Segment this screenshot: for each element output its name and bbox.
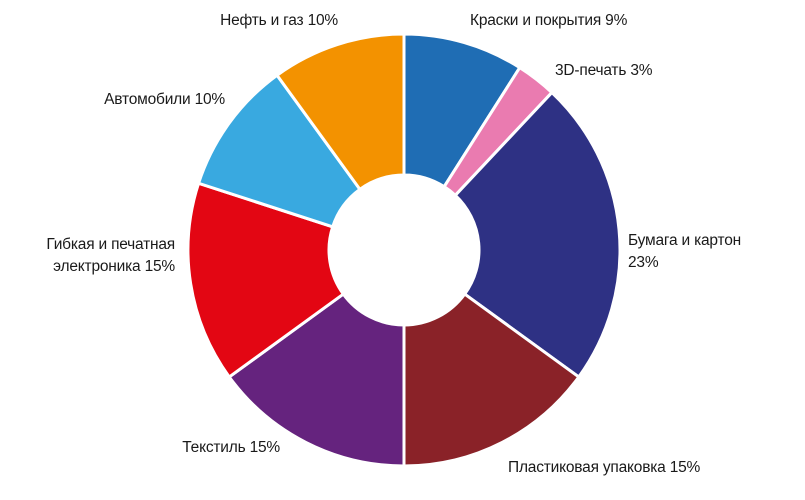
- category-name: Гибкая и печатная электроника: [46, 236, 175, 275]
- value-label: 9%: [605, 12, 628, 29]
- category-name: 3D-печать: [555, 62, 627, 79]
- segment-label: Бумага и картон 23%: [628, 230, 758, 274]
- segment-label: Текстиль 15%: [120, 437, 280, 459]
- value-label: 15%: [144, 258, 176, 275]
- donut-segment: [196, 73, 363, 229]
- segment-label: Гибкая и печатная электроника 15%: [10, 234, 175, 278]
- donut-segment: [186, 181, 346, 380]
- value-label: 10%: [307, 12, 339, 29]
- donut-segment: [402, 291, 581, 468]
- segment-label: Краски и покрытия 9%: [470, 10, 670, 32]
- category-name: Краски и покрытия: [470, 12, 602, 29]
- segment-label: Пластиковая упаковка 15%: [508, 457, 768, 479]
- category-name: Пластиковая упаковка: [508, 459, 666, 476]
- value-label: 3%: [630, 62, 653, 79]
- value-label: 23%: [628, 254, 659, 271]
- category-name: Нефть и газ: [220, 12, 304, 29]
- value-label: 10%: [194, 91, 226, 108]
- segment-label: Нефть и газ 10%: [150, 10, 338, 32]
- segment-label: 3D-печать 3%: [555, 60, 685, 82]
- donut-segment: [227, 291, 406, 468]
- segment-label: Автомобили 10%: [40, 89, 225, 111]
- category-name: Автомобили: [104, 91, 191, 108]
- donut-segment: [453, 90, 622, 380]
- category-name: Бумага и картон: [628, 232, 742, 249]
- category-name: Текстиль: [182, 439, 246, 456]
- value-label: 15%: [669, 459, 701, 476]
- donut-segment: [274, 32, 406, 192]
- value-label: 15%: [249, 439, 281, 456]
